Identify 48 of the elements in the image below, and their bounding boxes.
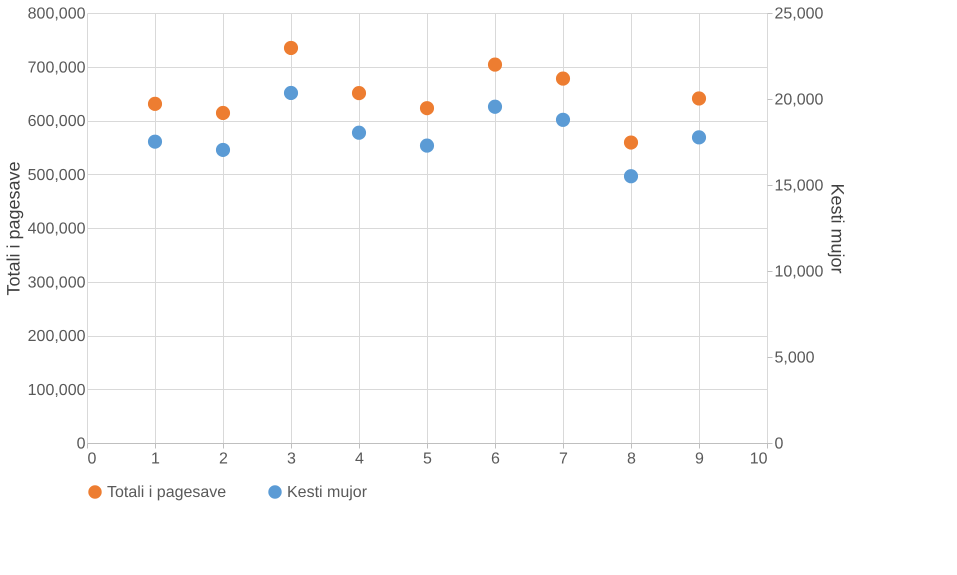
point [488,100,502,114]
point [624,135,638,150]
point [352,86,366,100]
y-tick-label: 400,000 [28,220,86,238]
y2-tick-label: 20,000 [774,92,824,108]
y-axis-title: Totali i pagesave [4,161,24,296]
y-tick-label: 600,000 [28,113,86,130]
x-tick-label: 10 [750,450,768,468]
point [692,91,706,106]
legend-label: Kesti mujor [287,484,368,501]
point [488,58,502,72]
x-tick-label: 4 [355,450,364,468]
point [556,112,570,127]
point [692,130,706,144]
point [420,138,434,153]
x-tick-label: 8 [627,450,636,468]
y-tick-label: 300,000 [28,274,86,292]
x-tick-label: 3 [287,450,296,468]
y-tick-label: 700,000 [28,59,86,76]
point [148,134,162,149]
y-tick-label: 0 [76,436,86,452]
point [148,96,162,111]
y-tick-label: 500,000 [28,166,86,184]
x-tick-label: 6 [491,450,500,468]
point [284,86,298,100]
y-tick-label: 800,000 [28,6,86,22]
x-tick-label: 0 [88,450,96,468]
x-tick-label: 2 [219,450,228,468]
point [216,106,230,120]
y2-tick-label: 25,000 [774,6,824,22]
y-tick-label: 200,000 [28,328,86,345]
x-tick-label: 5 [423,450,432,468]
point [420,101,434,116]
y2-tick-label: 15,000 [774,178,824,194]
y2-tick-label: 5,000 [774,350,815,366]
point [352,126,366,140]
y2-tick-label: 10,000 [774,264,824,280]
legend-label: Totali i pagesave [107,484,226,501]
point [216,142,230,157]
y2-tick-label: 0 [774,436,784,452]
x-tick-label: 9 [695,450,704,468]
y2-axis-title: Kesti mujor [827,183,848,274]
x-tick-label: 1 [151,450,160,468]
x-tick-label: 7 [559,450,568,468]
point [556,72,570,86]
point [284,40,298,55]
point [624,169,638,184]
y-tick-label: 100,000 [28,382,86,399]
